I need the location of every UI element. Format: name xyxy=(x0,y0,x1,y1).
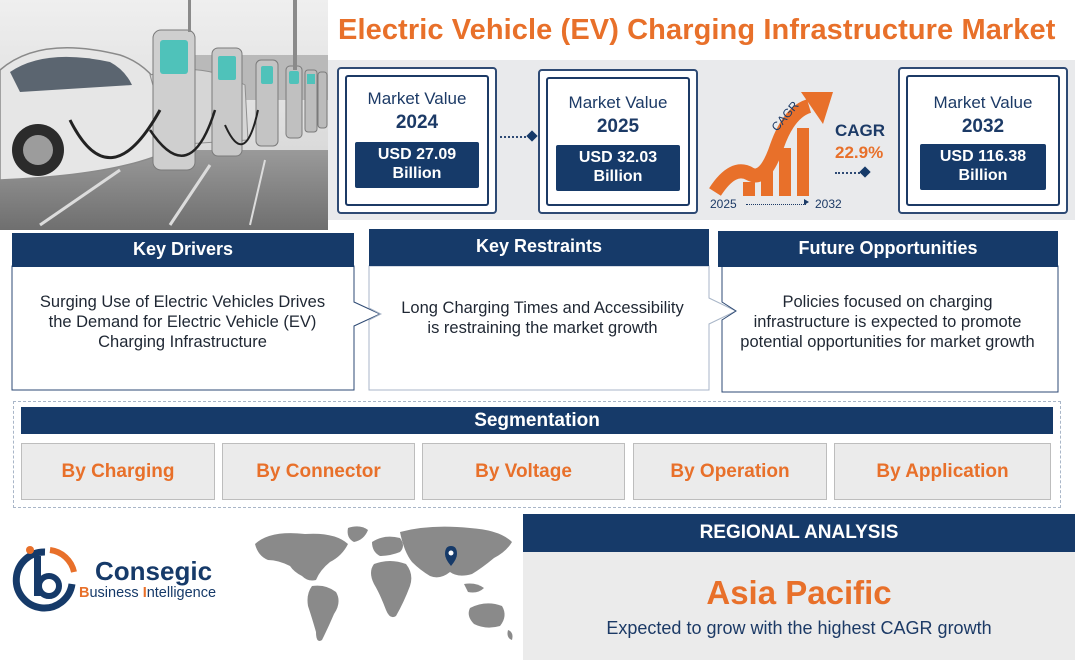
segmentation-frame xyxy=(13,401,1061,508)
connector-dots xyxy=(835,172,863,174)
location-pin-icon xyxy=(445,546,457,566)
cagr-label: CAGR xyxy=(835,121,886,140)
logo-name: Consegic xyxy=(95,556,213,586)
cagr-end-year: 2032 xyxy=(815,197,842,211)
market-value-card-2032: Market Value 2032 USD 116.38 Billion xyxy=(898,67,1068,214)
world-map-image xyxy=(255,526,513,641)
market-value-year: 2025 xyxy=(596,116,640,137)
logo-tagline-initial-i: I xyxy=(142,585,147,601)
segment-by-charging: By Charging xyxy=(21,443,215,500)
cagr-value: 22.9% xyxy=(835,143,884,162)
market-value-amount: USD 116.38 Billion xyxy=(920,144,1046,190)
key-drivers-heading: Key Drivers xyxy=(12,233,354,267)
market-value-amount: USD 27.09 Billion xyxy=(355,142,479,188)
region-description: Expected to grow with the highest CAGR g… xyxy=(606,618,992,638)
market-value-label: Market Value xyxy=(367,89,467,108)
segment-by-voltage: By Voltage xyxy=(422,443,625,500)
key-drivers-text: Surging Use of Electric Vehicles Drives … xyxy=(39,293,326,351)
regional-analysis-heading: REGIONAL ANALYSIS xyxy=(523,514,1075,552)
regional-analysis-panel xyxy=(523,552,1075,660)
market-value-card-2025: Market Value 2025 USD 32.03 Billion xyxy=(538,69,698,214)
market-value-card-inner: Market Value 2025 USD 32.03 Billion xyxy=(546,77,690,206)
future-opportunities-text: Policies focused on charging infrastruct… xyxy=(740,293,1035,351)
ev-charging-photo xyxy=(0,0,328,230)
cagr-start-year: 2025 xyxy=(710,197,737,211)
connector-dots xyxy=(500,136,530,138)
market-value-amount: USD 32.03 Billion xyxy=(556,145,680,191)
page-title: Electric Vehicle (EV) Charging Infrastru… xyxy=(338,14,1056,46)
market-value-year: 2032 xyxy=(961,116,1005,137)
cagr-timeline-arrow xyxy=(804,199,809,205)
logo-tagline-word-2: ntelligence xyxy=(146,585,217,601)
ev-charging-illustration xyxy=(0,0,328,230)
market-value-card-2024: Market Value 2024 USD 27.09 Billion xyxy=(337,67,497,214)
logo-tagline-initial-b: B xyxy=(79,585,90,601)
segment-by-connector: By Connector xyxy=(222,443,415,500)
segment-by-operation: By Operation xyxy=(633,443,827,500)
future-opportunities-heading: Future Opportunities xyxy=(718,231,1058,267)
market-value-label: Market Value xyxy=(933,93,1033,112)
logo-tagline: Business Intelligence xyxy=(79,585,216,601)
cagr-timeline-line xyxy=(746,204,806,205)
consegic-logo-icon xyxy=(12,546,77,612)
panel-outlines xyxy=(11,265,1059,393)
key-restraints-heading: Key Restraints xyxy=(369,229,709,266)
market-value-year: 2024 xyxy=(395,112,439,133)
market-value-label: Market Value xyxy=(568,93,668,112)
segment-by-application: By Application xyxy=(834,443,1051,500)
segmentation-heading: Segmentation xyxy=(21,407,1053,434)
key-restraints-text: Long Charging Times and Accessibility is… xyxy=(401,299,684,337)
market-value-card-inner: Market Value 2032 USD 116.38 Billion xyxy=(906,75,1060,206)
cagr-growth-icon: CAGR xyxy=(709,92,833,196)
market-value-card-inner: Market Value 2024 USD 27.09 Billion xyxy=(345,75,489,206)
logo-tagline-word-1: usiness xyxy=(89,585,143,601)
region-name: Asia Pacific xyxy=(706,574,892,611)
